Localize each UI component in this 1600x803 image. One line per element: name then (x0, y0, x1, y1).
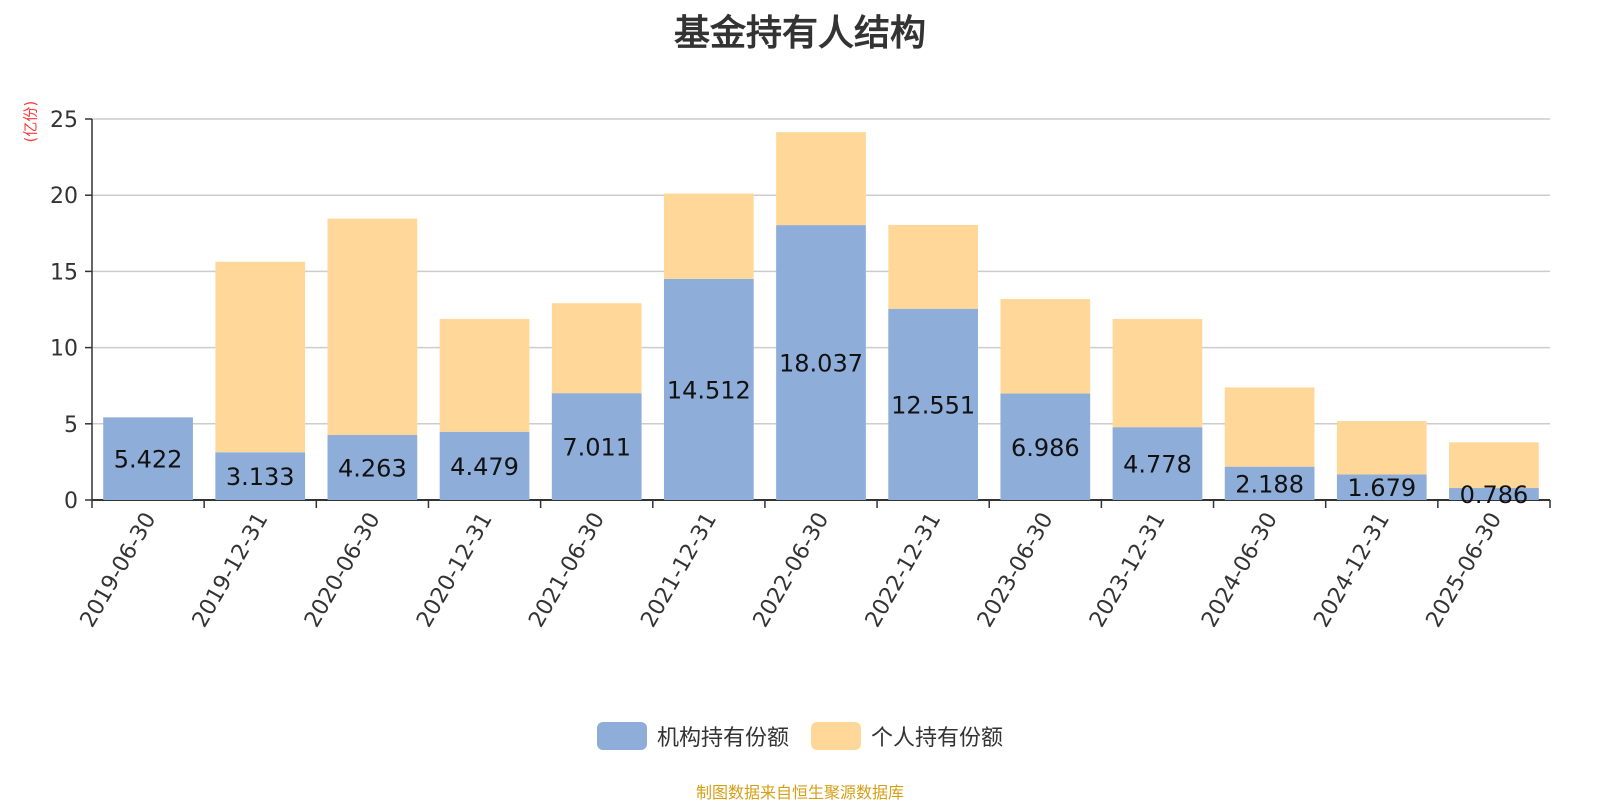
data-label-institutional: 6.986 (1011, 434, 1080, 462)
bar-individual (1225, 387, 1315, 466)
legend-swatch-individual (811, 722, 861, 750)
data-label-institutional: 12.551 (891, 391, 975, 419)
legend-swatch-institutional (597, 722, 647, 750)
x-tick-label: 2021-12-31 (636, 509, 722, 632)
y-tick-label: 15 (50, 260, 78, 285)
legend: 机构持有份额 个人持有份额 (0, 720, 1600, 752)
bar-chart: 0 5 10 15 20 25 5.422 2019-06-30 3.133 2019-12-31… (0, 0, 1600, 800)
legend-label-individual: 个人持有份额 (871, 720, 1003, 752)
x-tick-label: 2019-06-30 (76, 509, 162, 632)
data-label-institutional: 18.037 (779, 350, 863, 378)
x-tick-label: 2023-06-30 (973, 509, 1059, 632)
bar-individual (215, 262, 305, 453)
x-tick-label: 2022-06-30 (749, 509, 835, 632)
legend-label-institutional: 机构持有份额 (657, 720, 789, 752)
data-label-institutional: 7.011 (562, 434, 631, 462)
data-label-institutional: 0.786 (1460, 481, 1529, 509)
y-tick-label: 10 (50, 337, 78, 362)
data-label-institutional: 5.422 (114, 446, 183, 474)
data-label-institutional: 4.479 (450, 453, 519, 481)
data-label-institutional: 4.778 (1123, 451, 1192, 479)
x-tick-label: 2025-06-30 (1422, 509, 1508, 632)
bar-individual (440, 319, 530, 432)
bar-individual (888, 225, 978, 309)
bar-individual (552, 303, 642, 393)
x-tick-label: 2024-12-31 (1309, 509, 1395, 632)
x-tick-label: 2020-06-30 (300, 509, 386, 632)
x-tick-label: 2020-12-31 (412, 509, 498, 632)
data-label-institutional: 3.133 (226, 463, 295, 491)
y-tick-label: 25 (50, 108, 78, 133)
data-label-institutional: 4.263 (338, 455, 407, 483)
bar-individual (328, 219, 418, 435)
bar-individual (1337, 421, 1427, 474)
y-tick-label: 5 (64, 413, 78, 438)
data-label-institutional: 1.679 (1347, 474, 1416, 502)
bar-individual (776, 132, 866, 225)
bar-individual (1000, 299, 1090, 393)
y-tick-label: 0 (64, 489, 78, 514)
source-note: 制图数据来自恒生聚源数据库 (0, 779, 1600, 803)
data-label-institutional: 14.512 (667, 376, 751, 404)
x-tick-label: 2022-12-31 (861, 508, 947, 631)
legend-item-individual[interactable]: 个人持有份额 (811, 720, 1003, 752)
x-tick-label: 2023-12-31 (1085, 509, 1171, 632)
y-tick-label: 20 (50, 184, 78, 209)
x-tick-label: 2021-06-30 (524, 509, 610, 632)
legend-item-institutional[interactable]: 机构持有份额 (597, 720, 789, 752)
data-label-institutional: 2.188 (1235, 470, 1304, 498)
x-tick-label: 2019-12-31 (188, 509, 274, 632)
bar-individual (1113, 319, 1203, 427)
bar-individual (664, 193, 754, 278)
x-tick-label: 2024-06-30 (1197, 509, 1283, 632)
